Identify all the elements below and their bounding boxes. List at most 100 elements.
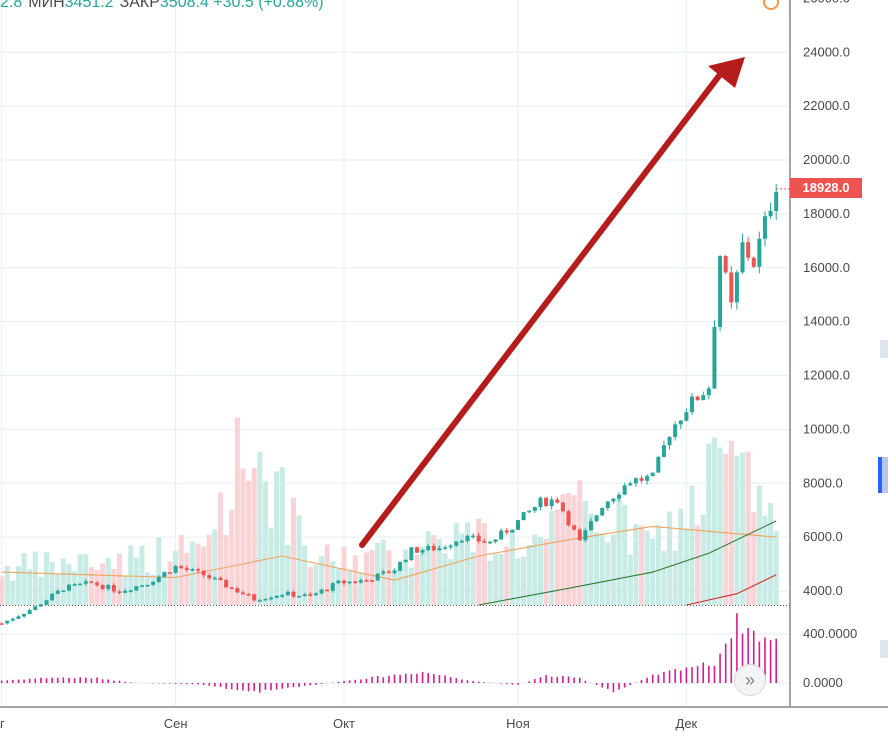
volume-bar — [476, 518, 482, 605]
double-chevron-right-icon[interactable]: » — [734, 664, 766, 696]
candle-body — [510, 529, 515, 533]
volume-bar — [257, 451, 263, 605]
candle-body — [240, 592, 245, 595]
candle-body — [78, 583, 83, 586]
low-value: 3451.2 — [64, 0, 114, 11]
candle-body — [145, 584, 150, 587]
volume-bar — [594, 532, 600, 605]
volume-bar — [240, 468, 246, 605]
volume-bar — [683, 528, 689, 605]
candle-body — [740, 242, 745, 273]
volume-bar — [678, 508, 684, 605]
candle-body — [566, 511, 571, 526]
volume-bar — [324, 544, 330, 605]
volume-bar — [274, 471, 280, 605]
volume-bar — [549, 511, 555, 605]
volume-bar — [161, 571, 167, 605]
volume-bar — [397, 568, 403, 605]
right-panel-active-marker[interactable] — [878, 457, 888, 493]
candle-body — [504, 530, 509, 533]
candle-body — [269, 597, 274, 600]
candle-body — [544, 497, 549, 507]
time-tick-label: Дек — [676, 716, 698, 731]
candle-body — [645, 476, 650, 481]
volume-bar — [571, 495, 577, 605]
volume-bar — [341, 546, 347, 605]
candle-body — [577, 529, 582, 541]
candle-body — [33, 606, 38, 611]
trend-arrow — [359, 57, 745, 548]
candle-body — [594, 515, 599, 522]
candle-body — [291, 591, 296, 597]
volume-bar — [167, 561, 173, 605]
volume-bar — [21, 553, 27, 605]
candle-body — [746, 242, 751, 258]
candle-body — [274, 595, 279, 598]
volume-bar — [700, 514, 706, 605]
volume-bar — [246, 480, 252, 605]
candle-body — [162, 572, 167, 577]
candle-body — [38, 604, 43, 607]
volume-bar — [481, 523, 487, 605]
candle-body — [381, 571, 386, 574]
volume-bar — [184, 552, 190, 605]
candle-body — [386, 571, 391, 574]
moving-average-line — [1, 525, 777, 581]
volume-bar — [773, 531, 779, 605]
last-price-badge: 18928.0 — [790, 178, 862, 198]
volume-bar — [740, 452, 746, 605]
candle-body — [280, 595, 285, 597]
candle-body — [588, 521, 593, 531]
volume-bar — [347, 571, 353, 605]
volume-bar — [436, 539, 442, 605]
candle-body — [774, 191, 779, 211]
volume-bar — [605, 542, 611, 605]
candle-body — [459, 540, 464, 543]
candle-body — [471, 535, 476, 538]
candle-body — [285, 591, 290, 596]
volume-bar — [537, 537, 543, 605]
volume-bar — [661, 551, 667, 605]
candle-body — [499, 530, 504, 540]
candle-body — [431, 546, 436, 551]
volume-bar — [672, 550, 678, 605]
candle-body — [426, 546, 431, 551]
osc-tick-label: 0.0000 — [803, 675, 843, 690]
moving-average-line — [478, 520, 777, 606]
osc-tick-label: 400.0000 — [803, 626, 857, 641]
volume-bar — [515, 558, 521, 605]
volume-bar — [145, 572, 151, 605]
volume-bar — [88, 567, 94, 605]
volume-bar — [285, 544, 291, 605]
candle-body — [89, 581, 94, 583]
volume-bar — [756, 485, 762, 605]
candle-body — [695, 396, 700, 401]
candle-body — [22, 613, 27, 617]
volume-bar — [448, 559, 454, 605]
time-tick-label: Ноя — [506, 716, 530, 731]
candle-body — [83, 581, 88, 584]
volume-bar — [178, 534, 184, 605]
candlesticks — [0, 184, 790, 625]
candle-body — [437, 548, 442, 551]
candle-body — [639, 478, 644, 481]
volume-bar — [0, 576, 5, 605]
open-value: 2.8 — [0, 0, 23, 11]
low-label: МИН — [28, 0, 65, 11]
volume-bar — [223, 535, 229, 605]
candle-body — [117, 591, 122, 593]
volume-bar — [44, 552, 50, 605]
candle-body — [313, 593, 318, 596]
candle-body — [701, 395, 706, 401]
price-tick-label: 16000.0 — [803, 260, 850, 275]
candle-body — [184, 568, 189, 570]
candle-body — [560, 502, 565, 512]
candle-body — [111, 585, 116, 592]
volume-bar — [94, 569, 100, 605]
candle-body — [527, 510, 532, 513]
info-circle-icon[interactable] — [763, 0, 779, 10]
candle-body — [229, 587, 234, 589]
volume-bar — [386, 550, 392, 605]
volume-bar — [431, 535, 437, 605]
